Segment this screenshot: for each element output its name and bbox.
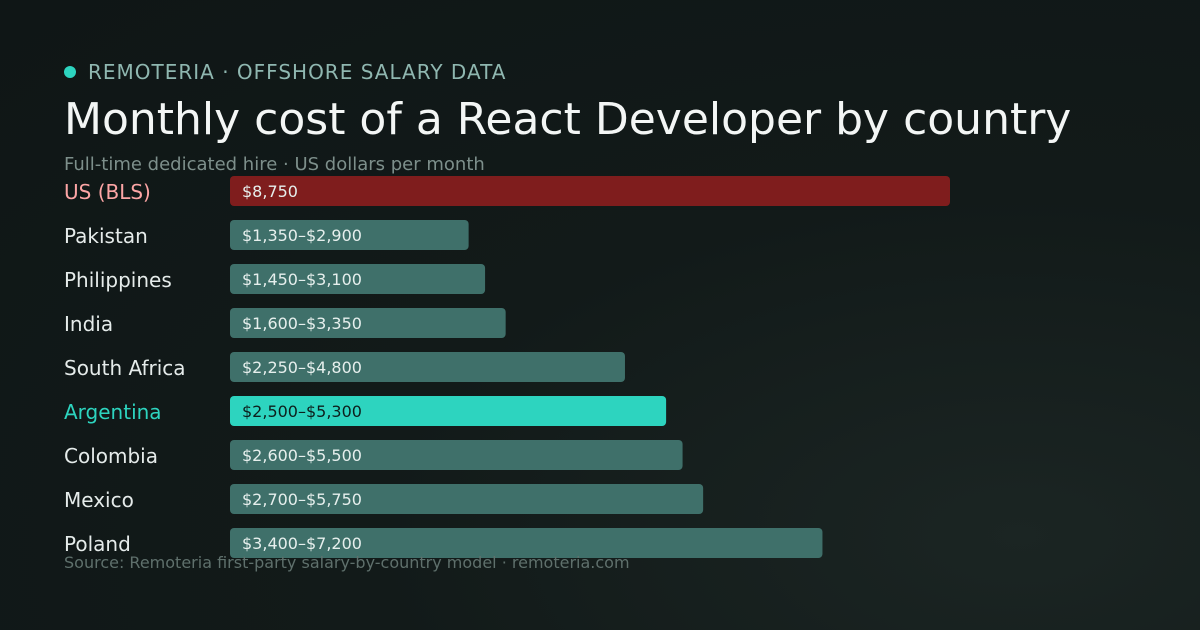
bar	[230, 220, 469, 250]
bar	[230, 264, 486, 294]
category-label: Philippines	[64, 268, 172, 292]
bar-value-label: $8,750	[242, 182, 298, 201]
category-label: Colombia	[64, 444, 158, 468]
bar	[230, 176, 950, 206]
bar	[230, 528, 823, 558]
category-label: Poland	[64, 532, 131, 556]
category-label: Mexico	[64, 488, 134, 512]
bar-value-label: $2,600–$5,500	[242, 446, 362, 465]
bar	[230, 484, 704, 514]
bar	[230, 352, 625, 382]
bar-value-label: $1,450–$3,100	[242, 270, 362, 289]
category-label: Argentina	[64, 400, 162, 424]
bar-value-label: $2,700–$5,750	[242, 490, 362, 509]
bar-value-label: $1,350–$2,900	[242, 226, 362, 245]
bar	[230, 308, 506, 338]
category-label: US (BLS)	[64, 180, 151, 204]
chart-title: Monthly cost of a React Developer by cou…	[64, 94, 1072, 145]
category-label: Pakistan	[64, 224, 148, 248]
brand-text: REMOTERIA · OFFSHORE SALARY DATA	[88, 60, 507, 84]
bar-value-label: $2,250–$4,800	[242, 358, 362, 377]
bar-value-label: $3,400–$7,200	[242, 534, 362, 553]
chart-subtitle: Full-time dedicated hire · US dollars pe…	[64, 154, 485, 175]
bar	[230, 440, 683, 470]
brand-dot-icon	[64, 66, 76, 78]
bar-value-label: $1,600–$3,350	[242, 314, 362, 333]
category-label: South Africa	[64, 356, 186, 380]
source-note: Source: Remoteria first-party salary-by-…	[64, 553, 630, 572]
brand-line: REMOTERIA · OFFSHORE SALARY DATA	[64, 60, 506, 84]
bar-value-label: $2,500–$5,300	[242, 402, 362, 421]
category-label: India	[64, 312, 113, 336]
bar	[230, 396, 667, 426]
